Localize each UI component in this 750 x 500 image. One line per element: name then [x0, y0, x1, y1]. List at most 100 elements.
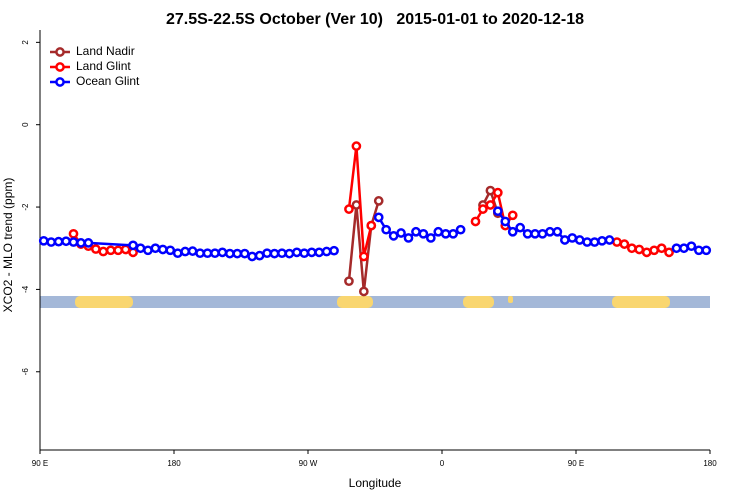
- data-point: [619, 239, 630, 249]
- ocean-strip: [40, 296, 710, 308]
- data-point: [485, 200, 496, 210]
- data-point: [135, 243, 146, 254]
- data-point: [626, 243, 637, 254]
- data-point: [582, 237, 593, 247]
- data-point: [83, 238, 94, 248]
- data-point: [291, 247, 302, 258]
- data-point: [68, 228, 79, 239]
- x-axis-label: Longitude: [349, 476, 402, 490]
- chart-title: 27.5S-22.5S October (Ver 10) 2015-01-01 …: [166, 11, 584, 28]
- data-point: [604, 235, 615, 245]
- data-point: [358, 251, 369, 262]
- data-point: [500, 216, 511, 227]
- data-point: [165, 245, 176, 256]
- data-point: [254, 250, 265, 261]
- data-point: [344, 276, 354, 287]
- data-point: [232, 248, 243, 259]
- legend-marker: [55, 62, 65, 72]
- data-point: [388, 231, 399, 241]
- y-tick-label: 2: [21, 40, 30, 45]
- y-tick-label: 0: [21, 122, 30, 127]
- data-point: [76, 238, 86, 248]
- y-tick-label: -2: [21, 203, 30, 211]
- data-point: [485, 185, 496, 196]
- y-tick-label: -4: [21, 285, 30, 293]
- data-point: [314, 247, 325, 258]
- data-point: [418, 228, 429, 239]
- x-tick-label: 90 E: [32, 459, 48, 468]
- data-point: [634, 244, 645, 255]
- data-point: [381, 224, 392, 235]
- data-point: [351, 141, 362, 151]
- data-point: [656, 243, 667, 254]
- data-point: [530, 228, 540, 239]
- data-point: [61, 236, 71, 247]
- data-point: [396, 228, 406, 238]
- data-point: [351, 200, 362, 210]
- data-point: [105, 245, 116, 256]
- legend-label: Land Glint: [76, 59, 131, 73]
- data-point: [46, 237, 57, 247]
- data-point: [649, 245, 660, 256]
- data-point: [679, 243, 689, 254]
- data-point: [545, 226, 555, 237]
- land-strip: [612, 296, 670, 308]
- data-point: [329, 245, 339, 256]
- legend-marker: [55, 77, 65, 87]
- data-point: [217, 247, 228, 258]
- data-point: [38, 235, 49, 246]
- data-point: [559, 235, 570, 245]
- data-point: [358, 286, 369, 297]
- data-point: [344, 204, 354, 214]
- data-point: [440, 228, 451, 239]
- data-point: [210, 248, 220, 259]
- data-point: [247, 251, 258, 262]
- x-tick-label: 0: [440, 459, 445, 468]
- data-point: [269, 248, 280, 259]
- x-tick-label: 90 E: [568, 459, 584, 468]
- data-point: [284, 248, 295, 259]
- data-point: [552, 226, 563, 237]
- legend-label: Ocean Glint: [76, 74, 140, 88]
- data-point: [701, 245, 712, 256]
- data-point: [522, 228, 533, 239]
- data-point: [470, 216, 481, 227]
- data-point: [612, 237, 622, 247]
- data-point: [98, 246, 109, 257]
- data-point: [373, 196, 384, 206]
- data-point: [574, 235, 585, 245]
- data-point: [90, 244, 101, 254]
- data-point: [172, 248, 183, 259]
- data-point: [128, 240, 138, 251]
- data-point: [68, 237, 79, 247]
- surface-strip: [40, 296, 710, 308]
- data-point: [664, 247, 674, 258]
- data-point: [515, 222, 526, 233]
- land-strip: [337, 296, 373, 308]
- legend-marker: [55, 47, 65, 57]
- data-point: [448, 228, 459, 239]
- data-point: [403, 233, 414, 243]
- data-point: [224, 248, 235, 259]
- data-point: [492, 206, 503, 217]
- data-point: [120, 244, 131, 255]
- land-strip: [508, 296, 513, 303]
- series-line: [347, 145, 373, 257]
- data-point: [187, 246, 198, 256]
- legend-label: Land Nadir: [76, 44, 135, 58]
- x-tick-label: 180: [167, 459, 181, 468]
- data-point: [157, 244, 168, 255]
- y-tick-label: -6: [21, 368, 30, 376]
- data-point: [113, 245, 124, 256]
- x-tick-label: 90 W: [299, 459, 318, 468]
- data-point: [195, 248, 205, 259]
- data-point: [478, 204, 488, 214]
- x-tick-label: 180: [703, 459, 717, 468]
- data-point: [589, 237, 600, 247]
- data-point: [433, 226, 444, 237]
- data-point: [693, 245, 704, 256]
- data-point: [373, 212, 384, 223]
- data-point: [507, 210, 518, 221]
